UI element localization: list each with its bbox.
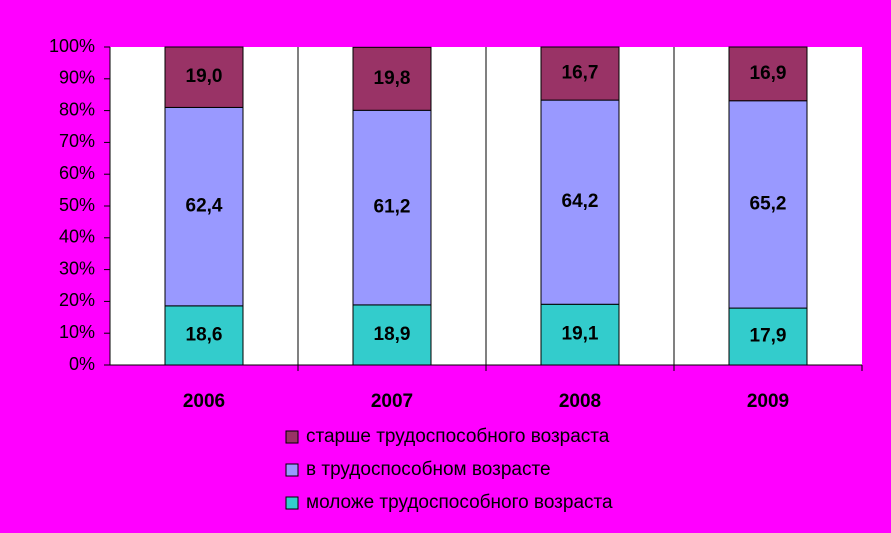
value-label: 61,2 xyxy=(374,197,411,218)
bar-segment xyxy=(164,305,244,366)
value-label: 62,4 xyxy=(186,196,223,217)
value-label: 19,8 xyxy=(374,68,411,89)
bar-segment xyxy=(540,303,620,366)
value-label: 64,2 xyxy=(562,191,599,212)
value-label: 65,2 xyxy=(750,193,787,214)
legend-swatch xyxy=(285,430,299,444)
bar-segment xyxy=(728,307,808,366)
y-tick-label: 10% xyxy=(59,322,95,342)
y-tick-label: 100% xyxy=(49,36,95,56)
bar-segment xyxy=(164,106,244,307)
value-label: 16,9 xyxy=(750,63,787,84)
legend-label: старше трудоспособного возраста xyxy=(306,426,610,447)
value-label: 18,6 xyxy=(186,324,223,345)
y-tick-label: 20% xyxy=(59,290,95,310)
legend-label: моложе трудоспособного возраста xyxy=(306,492,613,513)
y-tick-label: 50% xyxy=(59,195,95,215)
bar-segment xyxy=(540,46,620,101)
x-tick-label: 2008 xyxy=(559,391,601,412)
value-label: 19,0 xyxy=(186,66,223,87)
y-tick-label: 30% xyxy=(59,258,95,278)
x-tick-label: 2007 xyxy=(371,391,413,412)
y-tick-label: 0% xyxy=(69,354,95,374)
y-tick-label: 80% xyxy=(59,99,95,119)
x-tick-label: 2006 xyxy=(183,391,225,412)
bar-segment xyxy=(352,109,432,306)
legend-label: в трудоспособном возрасте xyxy=(306,459,551,480)
value-label: 17,9 xyxy=(750,326,787,347)
legend-swatch xyxy=(285,463,299,477)
x-tick-label: 2009 xyxy=(747,391,789,412)
value-label: 18,9 xyxy=(374,324,411,345)
y-tick-label: 60% xyxy=(59,163,95,183)
bar-segment xyxy=(728,46,808,102)
legend-swatch xyxy=(285,496,299,510)
value-label: 19,1 xyxy=(562,324,599,345)
value-label: 16,7 xyxy=(562,63,599,84)
bar-segment xyxy=(352,46,432,111)
y-tick-label: 40% xyxy=(59,227,95,247)
y-tick-label: 70% xyxy=(59,131,95,151)
y-tick-label: 90% xyxy=(59,68,95,88)
bar-segment xyxy=(164,46,244,108)
